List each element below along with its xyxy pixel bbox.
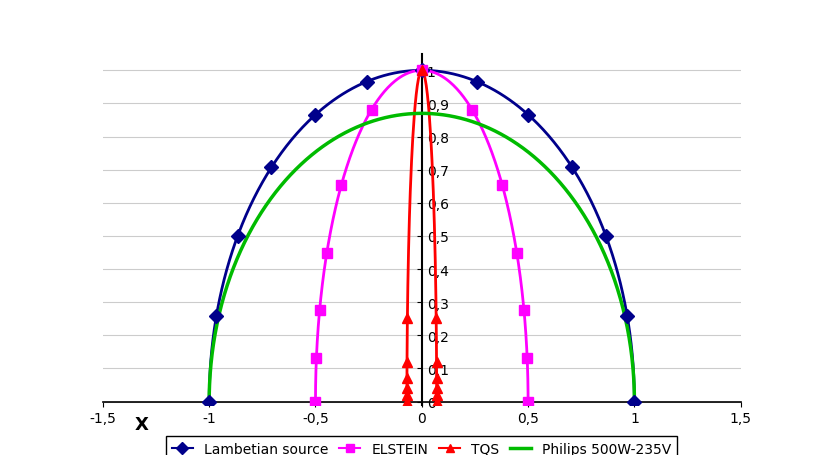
Text: X: X	[135, 415, 149, 433]
Legend: Lambetian source, ELSTEIN, TQS, Philips 500W-235V: Lambetian source, ELSTEIN, TQS, Philips …	[166, 436, 677, 455]
